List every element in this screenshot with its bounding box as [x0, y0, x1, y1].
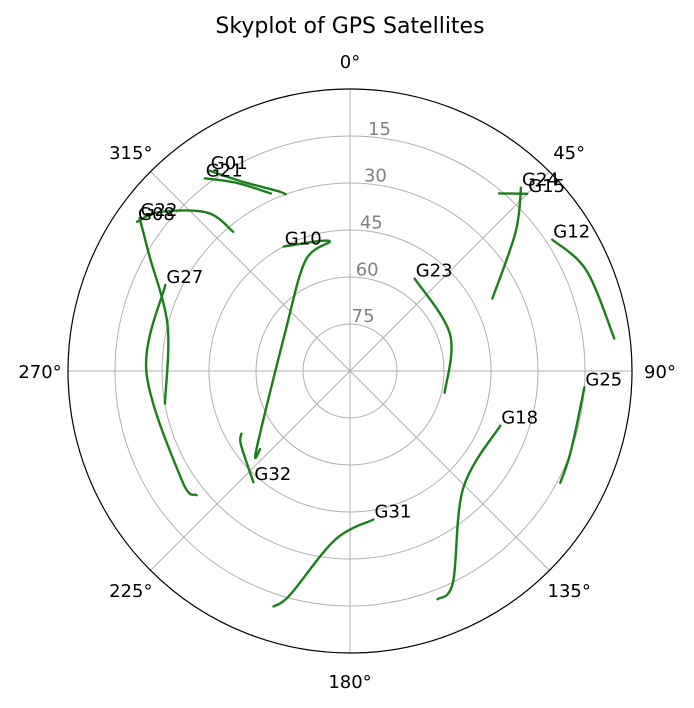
satellite-track-g12: [551, 238, 616, 340]
satellite-label-g01: G01: [211, 153, 248, 174]
satellite-track-g22: [138, 216, 170, 405]
satellite-label-g12: G12: [553, 222, 590, 243]
satellite-tracks: [135, 169, 616, 608]
elevation-ring: [302, 323, 398, 419]
satellite-label-g21: G21: [206, 160, 243, 181]
satellite-track-g08: [135, 209, 235, 233]
elevation-ring: [255, 276, 445, 466]
satellite-label-g15: G15: [528, 176, 565, 197]
elevation-tick-label: 30: [364, 166, 387, 187]
azimuth-tick-label: 0°: [340, 52, 360, 73]
satellite-label-g32: G32: [254, 464, 291, 485]
satellite-label-g24: G24: [522, 170, 559, 191]
satellite-label-g18: G18: [501, 408, 538, 429]
satellite-track-g10: [253, 239, 331, 460]
satellite-label-g10: G10: [285, 229, 322, 250]
satellite-track-g27: [144, 283, 198, 497]
azimuth-tick-label: 135°: [548, 581, 591, 602]
satellite-track-g01: [208, 169, 287, 196]
elevation-tick-label: 75: [352, 306, 375, 327]
elevation-ring: [114, 135, 586, 607]
satellite-track-g21: [203, 177, 273, 195]
satellite-track-g18: [436, 424, 502, 601]
satellite-label-g08: G08: [138, 204, 175, 225]
satellite-track-g31: [272, 518, 375, 608]
elevation-tick-label: 45: [360, 213, 383, 234]
satellite-label-g27: G27: [166, 267, 203, 288]
azimuth-tick-label: 270°: [18, 362, 61, 383]
satellite-label-g31: G31: [375, 502, 412, 523]
chart-labels: 15 30 45 60 75 0° 45° 90° 135° 180° 225° 270° 315° G0…: [18, 52, 676, 693]
elevation-tick-label: 60: [356, 259, 379, 280]
horizon-circle: [67, 88, 633, 654]
satellite-label-g22: G22: [141, 200, 178, 221]
satellite-label-g25: G25: [585, 369, 622, 390]
satellite-label-g23: G23: [416, 261, 453, 282]
azimuth-tick-label: 225°: [109, 581, 152, 602]
satellite-track-g23: [413, 277, 453, 395]
azimuth-tick-label: 315°: [109, 143, 152, 164]
satellite-track-g24: [491, 186, 523, 300]
azimuth-tick-label: 90°: [644, 362, 676, 383]
elevation-tick-label: 15: [368, 119, 391, 140]
satellite-track-g25: [559, 386, 586, 484]
chart-title: Skyplot of GPS Satellites: [215, 14, 484, 39]
azimuth-tick-label: 45°: [553, 143, 585, 164]
elevation-ring: [208, 229, 492, 513]
elevation-ring: [161, 182, 539, 560]
satellite-track-g32: [238, 432, 255, 484]
azimuth-tick-label: 180°: [328, 672, 371, 693]
